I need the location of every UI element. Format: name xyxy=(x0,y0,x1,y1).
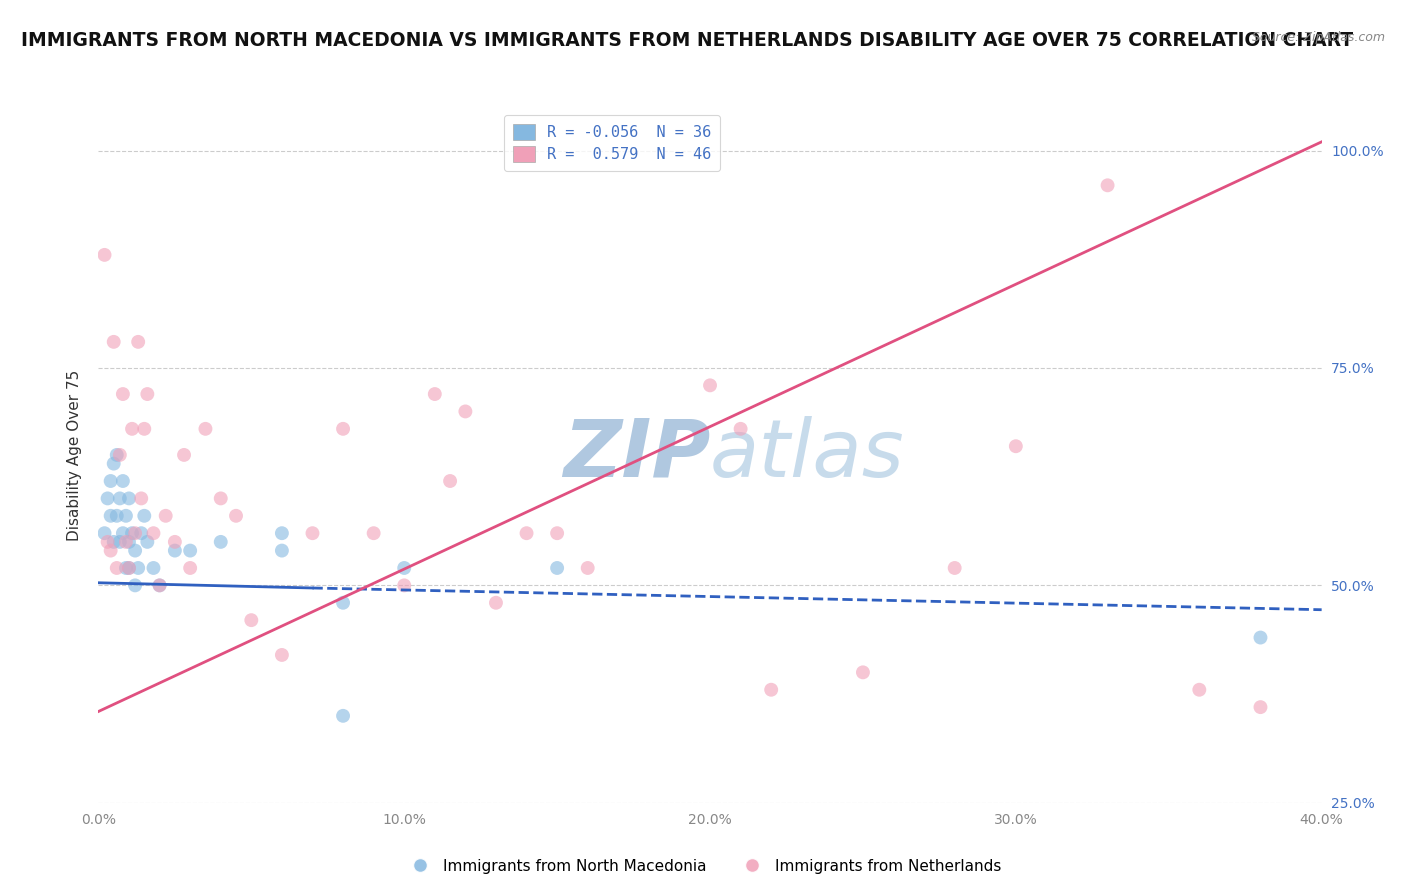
Point xyxy=(454,404,477,418)
Y-axis label: Disability Age Over 75: Disability Age Over 75 xyxy=(66,369,82,541)
Point xyxy=(225,508,247,523)
Point xyxy=(118,534,141,549)
Point xyxy=(111,387,134,401)
Point xyxy=(136,387,159,401)
Point xyxy=(392,561,416,575)
Point xyxy=(100,474,122,488)
Point xyxy=(127,334,149,349)
Point xyxy=(392,578,416,592)
Point xyxy=(332,596,354,610)
Point xyxy=(134,422,156,436)
Point xyxy=(100,543,122,558)
Point xyxy=(179,543,201,558)
Point xyxy=(173,448,195,462)
Point xyxy=(852,665,875,680)
Point xyxy=(124,543,146,558)
Point xyxy=(105,508,128,523)
Point xyxy=(115,561,138,575)
Point xyxy=(179,561,201,575)
Point xyxy=(127,561,149,575)
Point xyxy=(111,474,134,488)
Point xyxy=(332,708,354,723)
Point xyxy=(1188,682,1211,697)
Point xyxy=(97,534,120,549)
Point xyxy=(576,561,599,575)
Point xyxy=(134,508,156,523)
Point xyxy=(270,543,292,558)
Point xyxy=(163,534,186,549)
Point xyxy=(118,491,141,506)
Point xyxy=(149,578,172,592)
Point xyxy=(142,561,165,575)
Text: ZIP: ZIP xyxy=(562,416,710,494)
Point xyxy=(1097,178,1119,193)
Point xyxy=(943,561,966,575)
Point xyxy=(546,561,568,575)
Point xyxy=(546,526,568,541)
Point xyxy=(301,526,323,541)
Legend: R = -0.056  N = 36, R =  0.579  N = 46: R = -0.056 N = 36, R = 0.579 N = 46 xyxy=(505,115,720,171)
Point xyxy=(699,378,721,392)
Point xyxy=(240,613,263,627)
Point xyxy=(103,457,125,471)
Text: Source: ZipAtlas.com: Source: ZipAtlas.com xyxy=(1251,31,1385,45)
Point xyxy=(121,422,143,436)
Point xyxy=(115,534,138,549)
Point xyxy=(108,491,131,506)
Point xyxy=(759,682,782,697)
Point xyxy=(516,526,538,541)
Point xyxy=(270,526,292,541)
Point xyxy=(1004,439,1026,453)
Point xyxy=(93,526,115,541)
Point xyxy=(115,508,138,523)
Text: IMMIGRANTS FROM NORTH MACEDONIA VS IMMIGRANTS FROM NETHERLANDS DISABILITY AGE OV: IMMIGRANTS FROM NORTH MACEDONIA VS IMMIG… xyxy=(21,31,1353,50)
Point xyxy=(270,648,292,662)
Point xyxy=(194,422,217,436)
Point xyxy=(100,508,122,523)
Point xyxy=(136,534,159,549)
Point xyxy=(118,561,141,575)
Point xyxy=(93,248,115,262)
Point xyxy=(332,422,354,436)
Point xyxy=(209,491,232,506)
Text: atlas: atlas xyxy=(710,416,905,494)
Point xyxy=(730,422,752,436)
Point xyxy=(124,578,146,592)
Point xyxy=(108,448,131,462)
Point xyxy=(124,526,146,541)
Point xyxy=(105,448,128,462)
Point xyxy=(118,561,141,575)
Point xyxy=(103,334,125,349)
Point xyxy=(108,534,131,549)
Point xyxy=(209,534,232,549)
Point xyxy=(163,543,186,558)
Point xyxy=(149,578,172,592)
Point xyxy=(142,526,165,541)
Point xyxy=(485,596,508,610)
Point xyxy=(363,526,385,541)
Point xyxy=(111,526,134,541)
Legend: Immigrants from North Macedonia, Immigrants from Netherlands: Immigrants from North Macedonia, Immigra… xyxy=(398,853,1008,880)
Point xyxy=(121,526,143,541)
Point xyxy=(1249,631,1271,645)
Point xyxy=(103,534,125,549)
Point xyxy=(1249,700,1271,714)
Point xyxy=(129,491,152,506)
Point xyxy=(439,474,461,488)
Point xyxy=(97,491,120,506)
Point xyxy=(105,561,128,575)
Point xyxy=(129,526,152,541)
Point xyxy=(423,387,446,401)
Point xyxy=(155,508,177,523)
